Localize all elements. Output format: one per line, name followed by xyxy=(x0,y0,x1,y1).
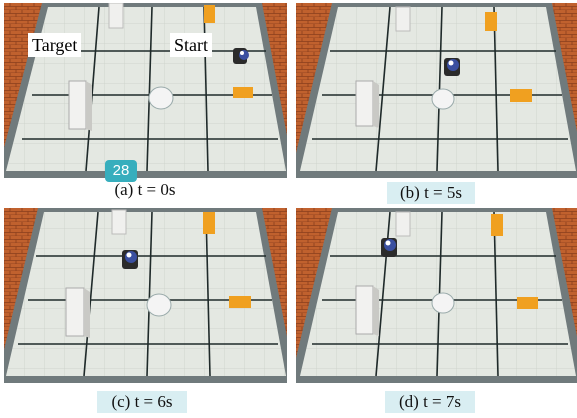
caption-a: (a) t = 0s xyxy=(114,180,176,199)
caption-d: (d) t = 7s xyxy=(385,391,475,413)
target-label: Target xyxy=(28,33,82,57)
number-badge: 28 xyxy=(105,160,137,182)
photo-panel-c xyxy=(4,208,287,383)
caption-c: (c) t = 6s xyxy=(97,391,187,413)
photo-panel-b xyxy=(296,3,577,178)
photo-panel-a xyxy=(4,3,287,178)
caption-b: (b) t = 5s xyxy=(387,182,475,204)
photo-panel-d xyxy=(296,208,577,383)
start-label: Start xyxy=(170,33,212,57)
